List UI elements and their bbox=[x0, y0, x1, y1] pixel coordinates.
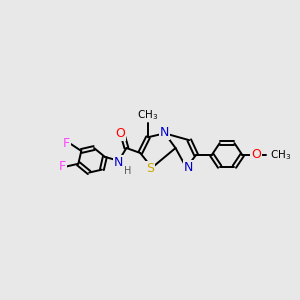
Text: CH$_3$: CH$_3$ bbox=[270, 148, 291, 162]
Text: N: N bbox=[114, 156, 123, 169]
Text: N: N bbox=[160, 126, 169, 139]
Text: CH$_3$: CH$_3$ bbox=[137, 108, 159, 122]
Text: F: F bbox=[63, 136, 70, 150]
Text: H: H bbox=[124, 166, 131, 176]
Text: O: O bbox=[116, 127, 125, 140]
Text: S: S bbox=[146, 162, 154, 175]
Text: O: O bbox=[251, 148, 261, 161]
Text: F: F bbox=[59, 160, 66, 173]
Text: N: N bbox=[184, 161, 193, 174]
